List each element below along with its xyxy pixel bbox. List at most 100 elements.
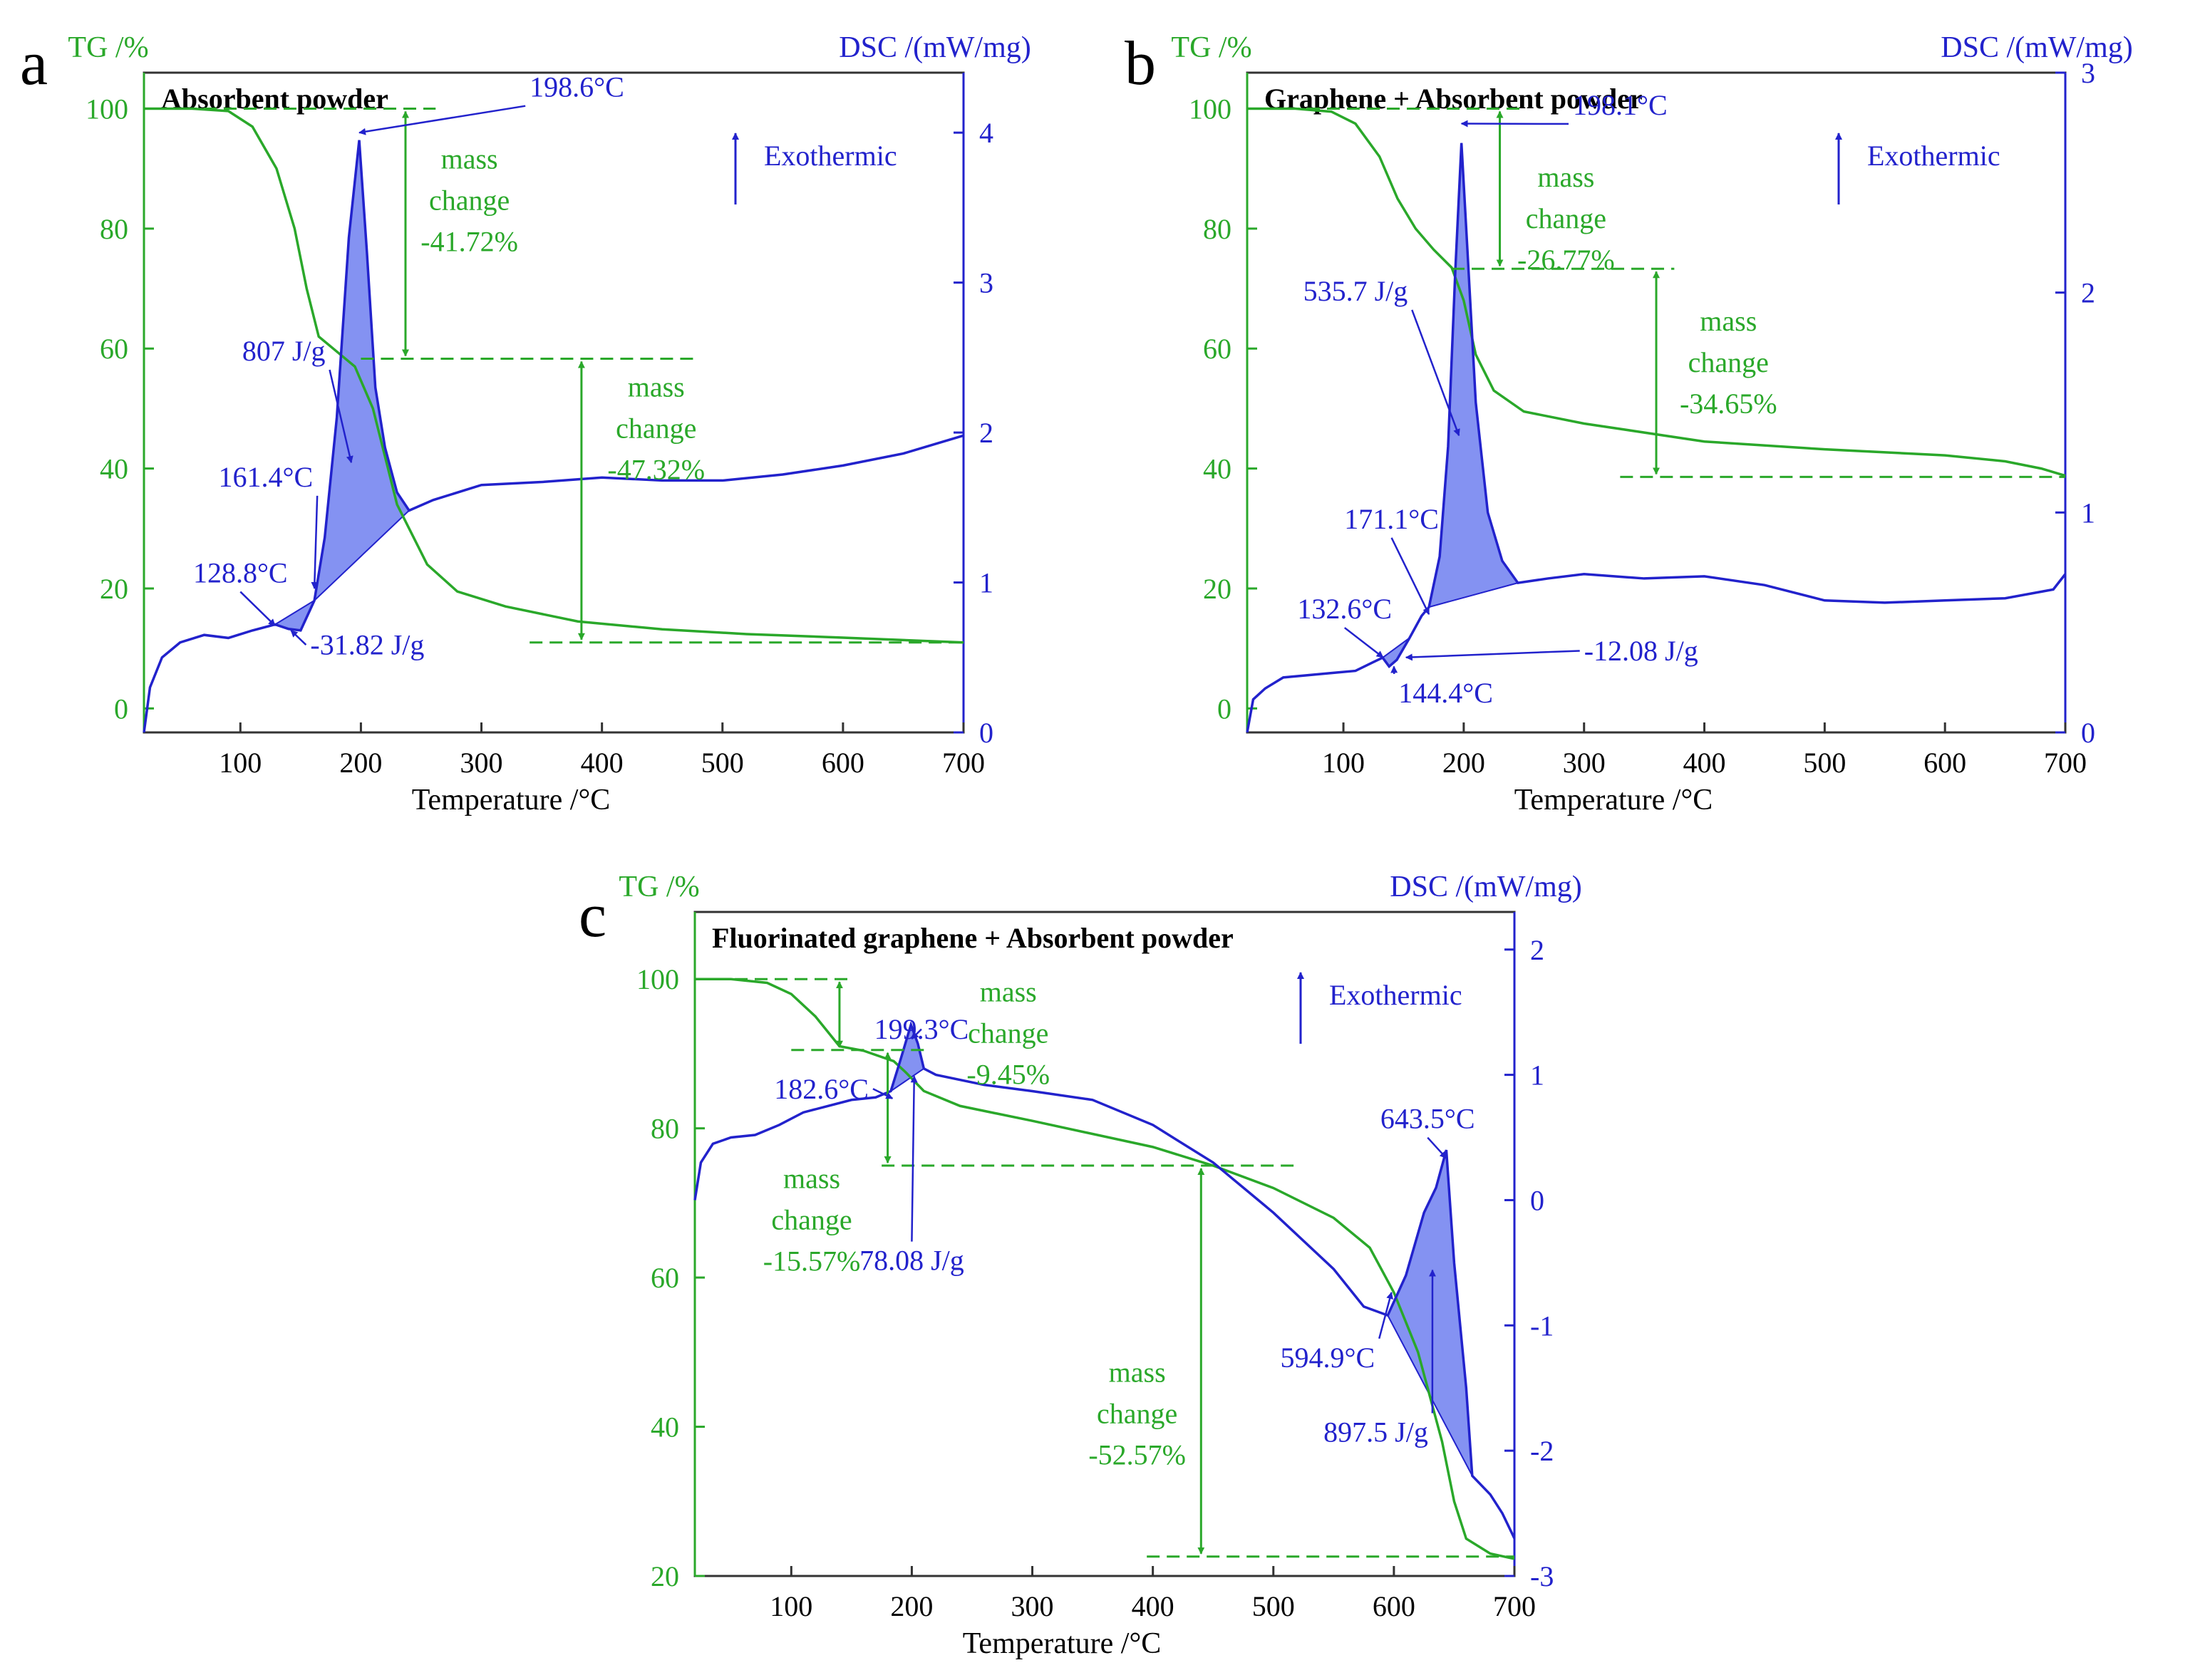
annotation-label: 132.6°C	[1297, 593, 1392, 625]
left-tick-label: 80	[100, 213, 128, 245]
right-axis-title: DSC /(mW/mg)	[839, 31, 1031, 64]
right-tick-label: -3	[1530, 1560, 1554, 1592]
left-tick-label: 0	[1217, 693, 1231, 725]
panel-c: c Fluorinated graphene + Absorbent powder…	[579, 871, 1582, 1660]
right-tick-label: 0	[1530, 1184, 1544, 1216]
left-tick-label: 100	[636, 963, 679, 995]
x-tick-label: 600	[822, 747, 864, 779]
dsc-curve	[143, 140, 964, 733]
exothermic-label: Exothermic	[764, 140, 897, 172]
mass-change-label: mass	[1700, 305, 1757, 337]
annotation-arrow	[1405, 650, 1580, 661]
mass-change-label: change	[616, 413, 696, 445]
x-tick-label: 700	[2044, 747, 2087, 779]
annotation-arrow	[1343, 627, 1384, 658]
right-tick-label: 1	[979, 567, 993, 599]
x-tick-label: 100	[219, 747, 262, 779]
right-tick-label: 0	[2081, 717, 2095, 749]
x-tick-label: 300	[1011, 1590, 1054, 1622]
annotation-label: 182.6°C	[774, 1073, 869, 1105]
left-tick-label: 20	[100, 573, 128, 605]
right-tick-label: 1	[2081, 497, 2095, 529]
x-tick-label: 500	[701, 747, 744, 779]
annotation-label: 643.5°C	[1380, 1103, 1475, 1135]
mass-change-label: mass	[1537, 161, 1594, 193]
mass-change-label: change	[1526, 202, 1606, 234]
left-tick-label: 20	[651, 1560, 679, 1592]
right-tick-label: 2	[1530, 934, 1544, 966]
left-tick-label: 80	[1203, 213, 1231, 245]
left-tick-label: 0	[114, 693, 128, 725]
right-tick-label: 4	[979, 117, 993, 149]
x-tick-label: 500	[1252, 1590, 1295, 1622]
panel-letter: c	[579, 881, 606, 950]
mass-change-label: -47.32%	[607, 454, 705, 486]
annotation-arrow	[872, 1088, 894, 1099]
annotation-label: -31.82 J/g	[310, 629, 424, 661]
mass-change-label: change	[771, 1203, 852, 1235]
left-tick-label: 40	[651, 1411, 679, 1443]
peak-area	[313, 140, 410, 603]
annotation-label: 807 J/g	[242, 335, 326, 367]
mass-change-label: change	[968, 1017, 1048, 1049]
exothermic-label: Exothermic	[1867, 140, 2000, 172]
left-axis-title: TG /%	[68, 31, 148, 64]
annotation-label: 171.1°C	[1344, 503, 1439, 535]
annotation-label: 897.5 J/g	[1323, 1416, 1428, 1448]
left-tick-label: 60	[1203, 333, 1231, 365]
right-tick-label: 1	[1530, 1059, 1544, 1092]
left-tick-label: 80	[651, 1113, 679, 1145]
mass-change-label: -52.57%	[1088, 1439, 1186, 1471]
x-axis-title: Temperature /°C	[963, 1627, 1162, 1660]
mass-change-label: -9.45%	[966, 1059, 1050, 1091]
panel-letter: b	[1125, 29, 1156, 98]
mass-change-label: mass	[441, 143, 498, 175]
left-axis-title: TG /%	[1171, 31, 1251, 64]
x-tick-label: 400	[1132, 1590, 1174, 1622]
left-tick-label: 100	[1189, 93, 1231, 125]
x-tick-label: 400	[1683, 747, 1726, 779]
x-tick-label: 600	[1373, 1590, 1415, 1622]
mass-change-label: mass	[1109, 1357, 1166, 1389]
left-tick-label: 60	[100, 333, 128, 365]
annotation-arrow	[311, 495, 319, 589]
right-axis-title: DSC /(mW/mg)	[1941, 31, 2133, 64]
annotation-arrow	[329, 369, 353, 464]
tg-curve	[1247, 107, 2066, 477]
x-tick-label: 700	[1493, 1590, 1536, 1622]
annotation-label: 594.9°C	[1281, 1342, 1375, 1374]
annotation-arrow	[911, 1028, 922, 1039]
right-tick-label: -1	[1530, 1310, 1554, 1342]
x-tick-label: 300	[460, 747, 503, 779]
annotation-label: 78.08 J/g	[859, 1245, 964, 1277]
exothermic-label: Exothermic	[1329, 979, 1462, 1011]
x-axis-title: Temperature /°C	[1514, 784, 1713, 816]
dsc-curve	[693, 1020, 1516, 1540]
mass-change-label: change	[1097, 1398, 1177, 1430]
x-tick-label: 500	[1803, 747, 1846, 779]
annotation-label: 198.6°C	[530, 71, 624, 103]
mass-change-label: change	[429, 185, 510, 217]
x-tick-label: 100	[770, 1590, 812, 1622]
left-tick-label: 40	[100, 453, 128, 485]
left-tick-label: 60	[651, 1262, 679, 1294]
annotation-arrow	[290, 629, 307, 645]
right-tick-label: 0	[979, 717, 993, 749]
plot-frame	[693, 911, 1516, 1577]
annotation-arrow	[1427, 1136, 1447, 1159]
annotation-label: 161.4°C	[218, 461, 313, 493]
left-tick-label: 20	[1203, 573, 1231, 605]
right-tick-label: 2	[979, 417, 993, 449]
mass-change-label: -26.77%	[1517, 244, 1615, 276]
annotation-label: 198.1°C	[1573, 89, 1668, 121]
annotation-label: 128.8°C	[193, 557, 288, 589]
mass-change-label: mass	[980, 976, 1037, 1008]
annotation-arrow	[1411, 309, 1460, 437]
right-axis-title: DSC /(mW/mg)	[1390, 871, 1582, 903]
x-tick-label: 100	[1322, 747, 1365, 779]
x-tick-label: 200	[339, 747, 382, 779]
right-tick-label: 2	[2081, 277, 2095, 309]
